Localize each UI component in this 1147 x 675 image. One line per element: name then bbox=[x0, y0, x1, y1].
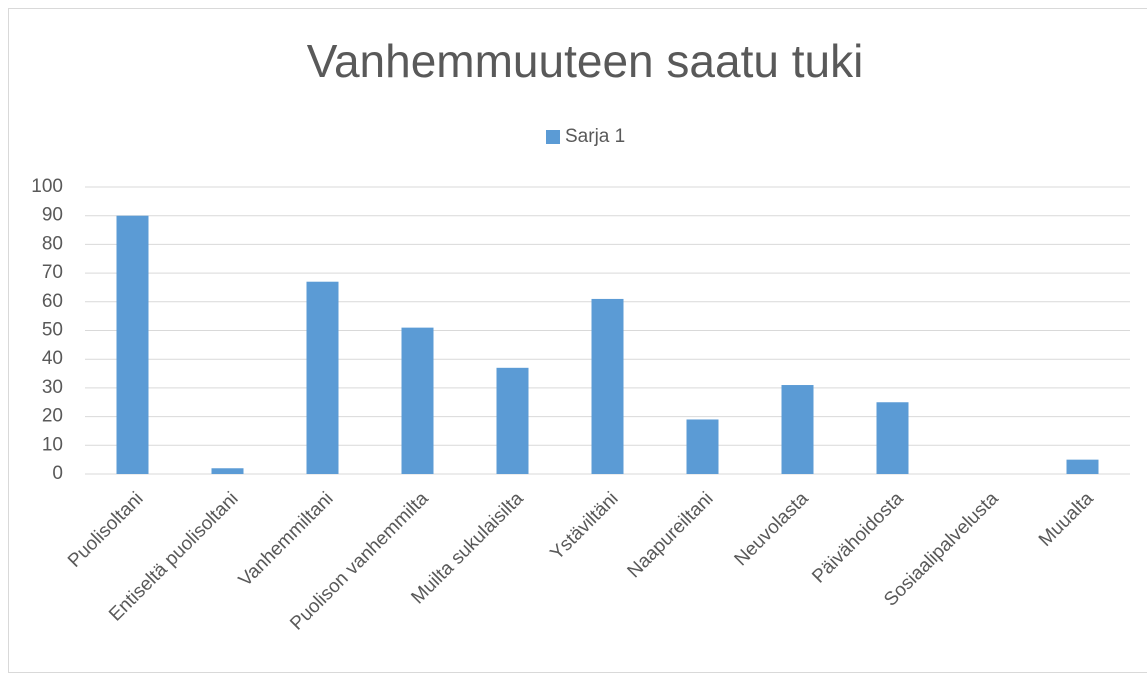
y-tick-label: 30 bbox=[42, 377, 63, 398]
bar bbox=[401, 327, 434, 474]
legend-swatch bbox=[546, 130, 560, 144]
bar bbox=[306, 281, 339, 474]
bar bbox=[1066, 459, 1099, 474]
bar bbox=[591, 298, 624, 474]
legend-label: Sarja 1 bbox=[565, 126, 625, 147]
bar bbox=[496, 367, 529, 474]
y-tick-label: 20 bbox=[42, 406, 63, 427]
bar bbox=[686, 419, 719, 474]
y-tick-label: 80 bbox=[42, 233, 63, 254]
y-tick-label: 60 bbox=[42, 291, 63, 312]
bar bbox=[781, 385, 814, 474]
y-tick-label: 10 bbox=[42, 434, 63, 455]
y-tick-label: 90 bbox=[42, 205, 63, 226]
y-tick-label: 0 bbox=[52, 463, 63, 484]
bar bbox=[876, 402, 909, 474]
bar bbox=[116, 215, 149, 474]
chart-border bbox=[8, 8, 1147, 673]
y-tick-label: 70 bbox=[42, 262, 63, 283]
y-tick-label: 40 bbox=[42, 348, 63, 369]
chart-title: Vanhemmuuteen saatu tuki bbox=[307, 35, 864, 87]
bar bbox=[211, 468, 244, 474]
y-tick-label: 100 bbox=[31, 176, 63, 197]
y-tick-label: 50 bbox=[42, 320, 63, 341]
